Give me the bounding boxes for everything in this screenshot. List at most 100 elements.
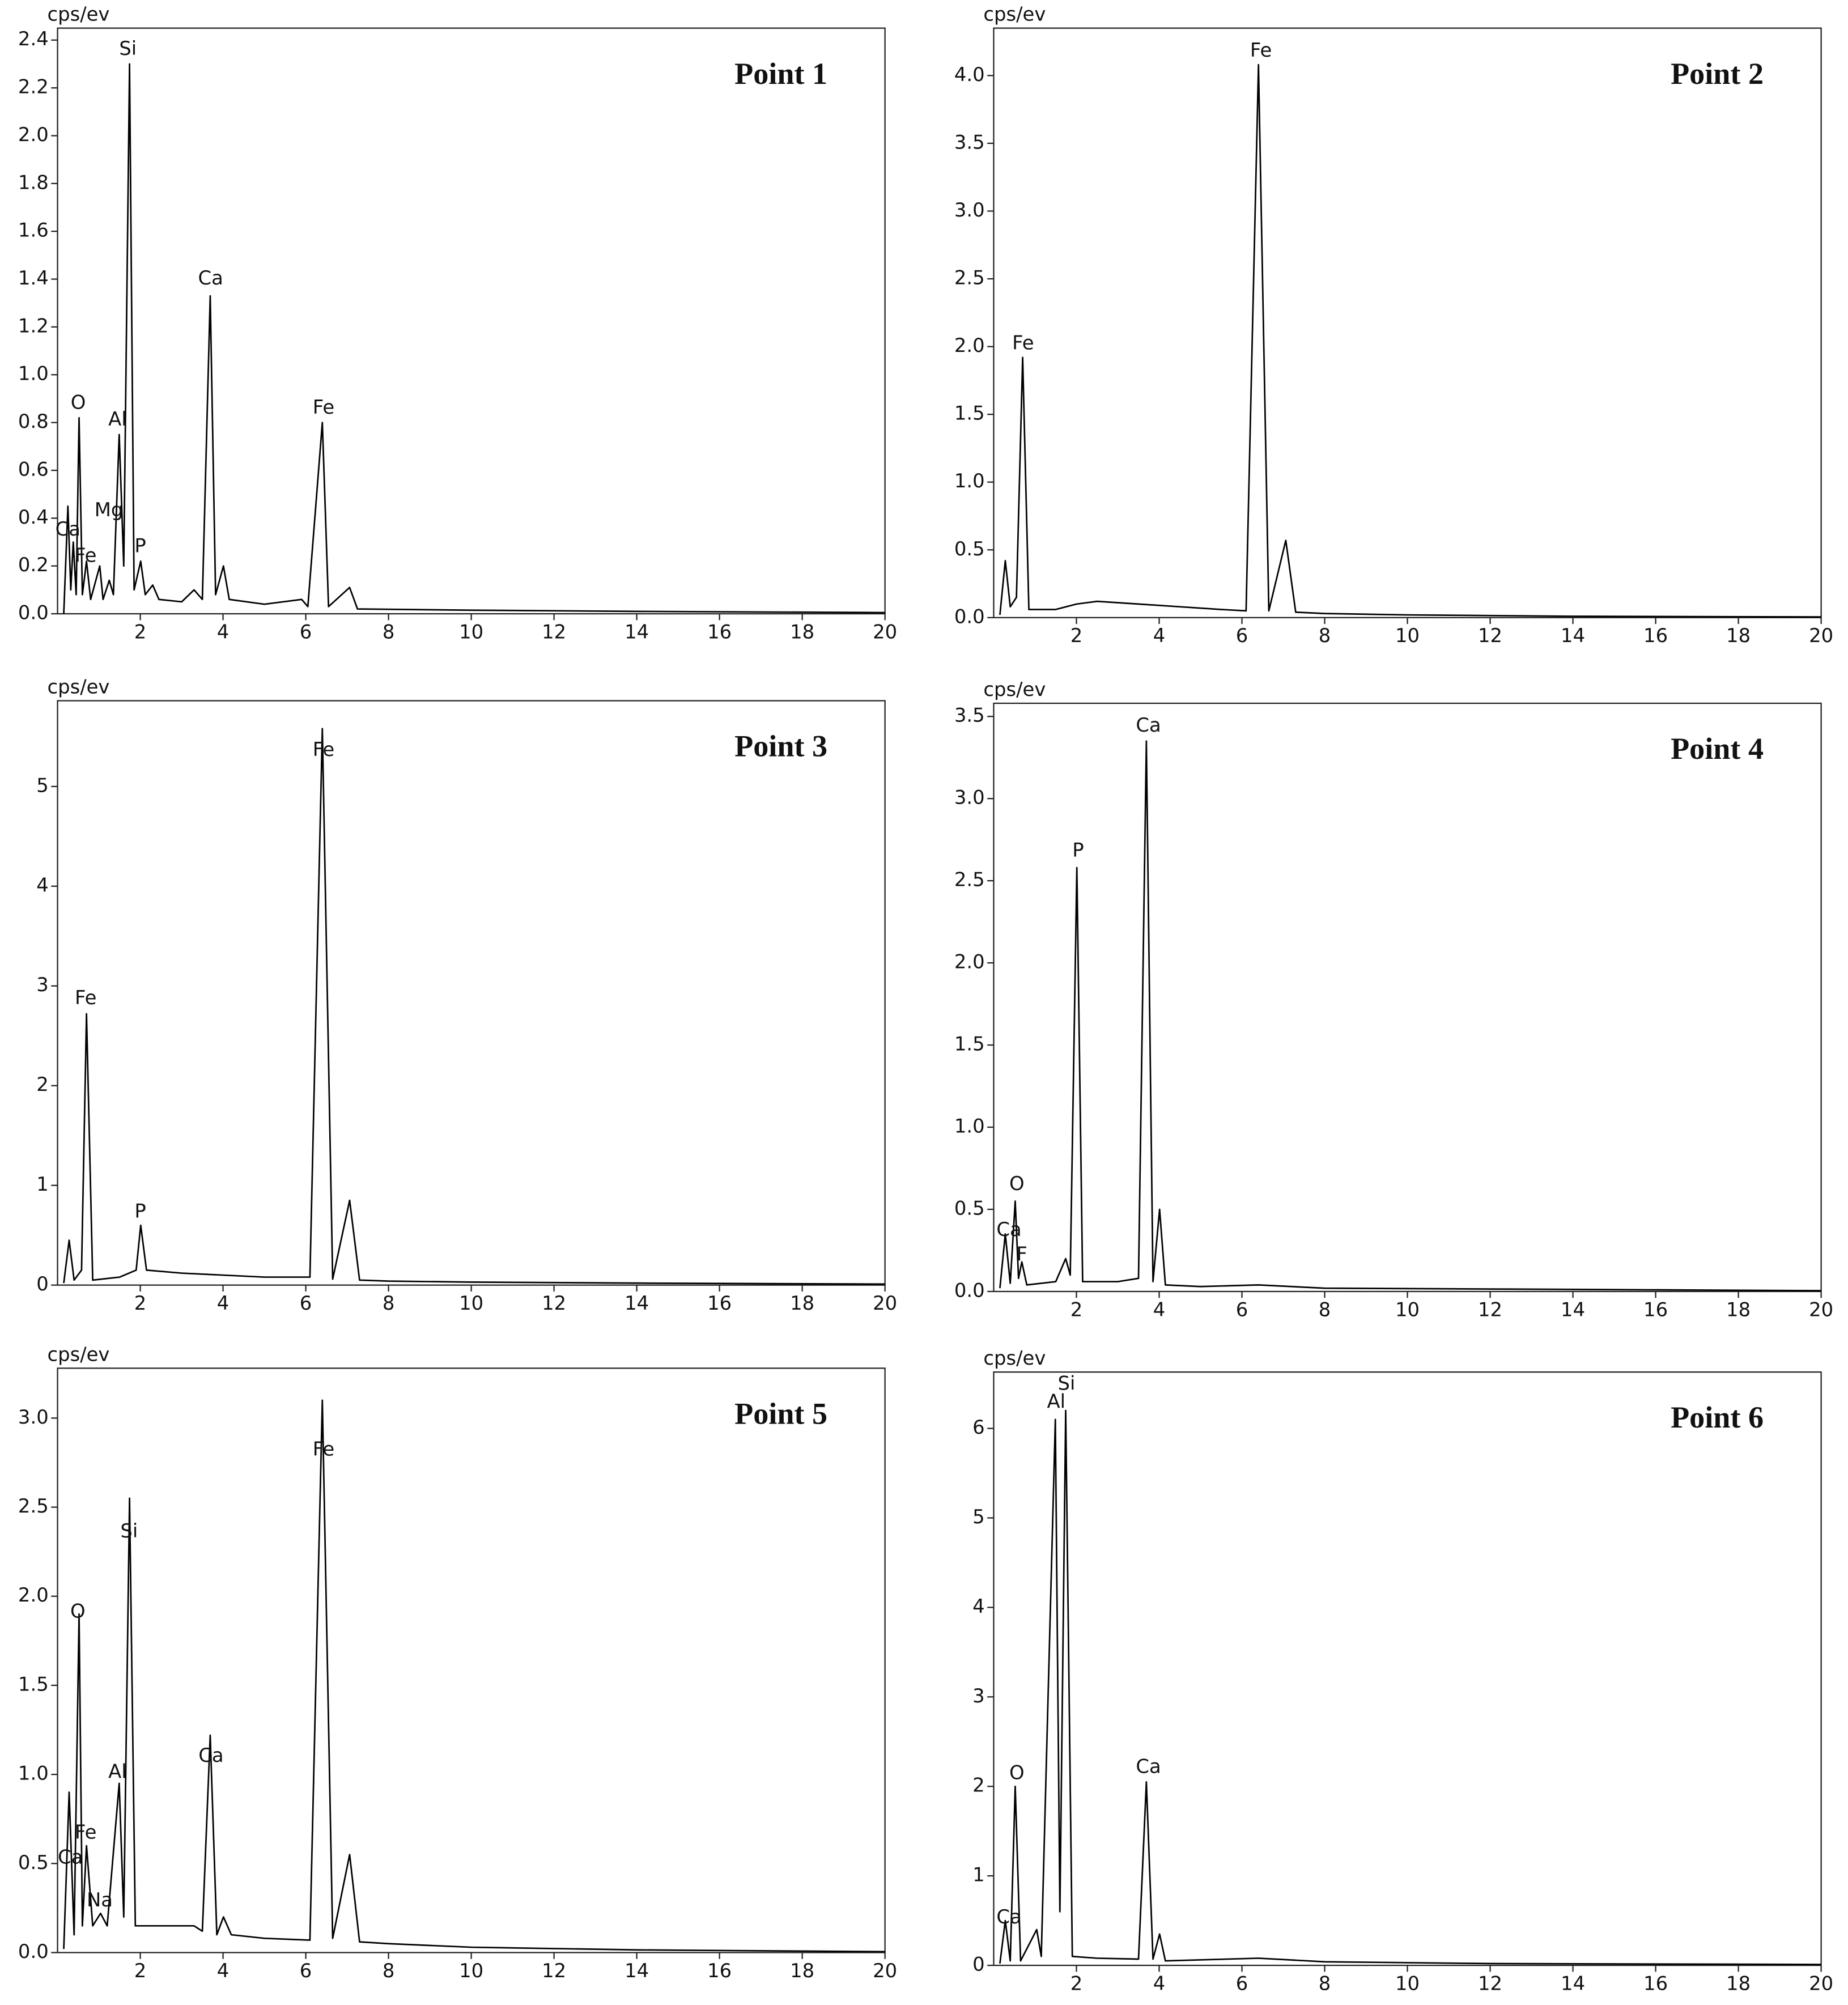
y-tick-label: 2.0 [954, 951, 985, 973]
plot-frame [57, 27, 886, 615]
y-tick-label: 2.0 [18, 1584, 49, 1606]
peak-label: O [1009, 1762, 1025, 1784]
panel-title: Point 1 [734, 57, 827, 91]
x-tick-label: 18 [790, 1292, 814, 1314]
plot-frame [57, 1367, 886, 1953]
y-tick-label: 4 [972, 1595, 985, 1617]
panel-title: Point 2 [1671, 57, 1764, 91]
peak-label: O [1009, 1173, 1025, 1195]
y-tick-label: 0.6 [18, 458, 49, 480]
y-tick-label: 2.4 [18, 28, 49, 50]
y-tick-label: 3 [972, 1685, 985, 1707]
peak-label: Ca [996, 1218, 1021, 1241]
x-tick-label: 4 [217, 1292, 230, 1314]
y-axis-label: cps/ev [47, 1343, 109, 1365]
peak-label: Fe [75, 544, 96, 566]
x-tick-label: 10 [1395, 1972, 1420, 1994]
x-tick-label: 14 [625, 621, 649, 643]
x-tick-label: 12 [1478, 1298, 1502, 1320]
y-tick-label: 0 [972, 1953, 985, 1976]
x-tick-label: 16 [1643, 625, 1668, 647]
y-tick-label: 0.0 [954, 605, 985, 627]
x-tick-label: 6 [300, 1960, 312, 1982]
y-tick-label: 2 [972, 1774, 985, 1796]
x-tick-label: 2 [134, 1292, 147, 1314]
spectrum-panel: cps/ev Point 4 2 4 6 8 10 12 14 16 18 20 0.0 0.5 1.0 1.… [954, 678, 1833, 1320]
x-tick-label: 14 [1561, 625, 1585, 647]
x-tick-label: 16 [1643, 1298, 1668, 1320]
y-tick-label: 3.0 [954, 787, 985, 809]
x-tick-label: 16 [707, 621, 732, 643]
x-tick-label: 6 [1236, 625, 1248, 647]
y-tick-label: 1.5 [954, 402, 985, 424]
y-tick-label: 3.5 [954, 704, 985, 727]
y-axis-label: cps/ev [47, 676, 109, 698]
x-tick-label: 18 [790, 621, 814, 643]
x-tick-label: 4 [1153, 1298, 1166, 1320]
x-tick-label: 6 [1236, 1972, 1248, 1994]
x-tick-label: 14 [1561, 1972, 1585, 1994]
peak-label: Si [1058, 1373, 1076, 1395]
y-tick-label: 2.5 [954, 869, 985, 891]
y-tick-label: 0.4 [18, 506, 49, 528]
y-axis-label: cps/ev [983, 1347, 1046, 1369]
x-tick-label: 10 [1395, 1298, 1420, 1320]
y-tick-label: 0.5 [18, 1851, 49, 1874]
peak-label: Na [87, 1889, 113, 1911]
y-tick-label: 1.0 [18, 363, 49, 385]
peak-label: Si [119, 37, 137, 60]
peak-label: Ca [996, 1906, 1021, 1928]
x-tick-label: 8 [1319, 625, 1331, 647]
y-tick-label: 1.0 [18, 1762, 49, 1785]
y-tick-label: 2.0 [954, 334, 985, 356]
x-tick-label: 10 [1395, 625, 1420, 647]
y-tick-label: 3.0 [18, 1406, 49, 1428]
x-tick-label: 6 [300, 621, 312, 643]
peak-label: Fe [313, 738, 334, 761]
y-tick-label: 1.2 [18, 315, 49, 337]
x-tick-label: 12 [542, 621, 566, 643]
peak-label: Fe [1250, 39, 1272, 61]
y-tick-label: 1.6 [18, 219, 49, 241]
x-tick-label: 18 [1726, 1298, 1751, 1320]
spectrum-line [999, 63, 1821, 618]
spectrum-panel: cps/ev Point 2 2 4 6 8 10 12 14 16 18 20 0.0 0.5 1.0 1.… [954, 3, 1833, 647]
y-tick-label: 1.0 [954, 470, 985, 492]
x-tick-label: 14 [1561, 1298, 1585, 1320]
peak-label: Mg [95, 499, 124, 521]
peak-label: Al [108, 408, 127, 430]
x-tick-label: 14 [625, 1292, 649, 1314]
x-tick-label: 8 [383, 1960, 395, 1982]
x-tick-label: 12 [1478, 1972, 1502, 1994]
x-tick-label: 20 [873, 1292, 897, 1314]
y-tick-label: 0.0 [954, 1279, 985, 1301]
peak-label: Fe [75, 987, 96, 1009]
y-tick-label: 5 [972, 1506, 985, 1528]
y-tick-label: 0.0 [18, 602, 49, 624]
x-tick-label: 8 [383, 1292, 395, 1314]
y-axis-label: cps/ev [983, 678, 1046, 700]
x-tick-label: 8 [1319, 1298, 1331, 1320]
panel-title: Point 4 [1671, 732, 1764, 766]
peak-label: Ca [1136, 714, 1161, 736]
peak-label: Al [108, 1760, 127, 1782]
spectrum-line [999, 1409, 1821, 1965]
x-tick-label: 2 [134, 1960, 147, 1982]
x-tick-label: 2 [1070, 1972, 1083, 1994]
x-tick-label: 20 [1809, 1972, 1833, 1994]
spectrum-line [63, 63, 885, 614]
x-tick-label: 20 [873, 1960, 897, 1982]
x-tick-label: 6 [300, 1292, 312, 1314]
x-tick-label: 14 [625, 1960, 649, 1982]
y-tick-label: 1.5 [18, 1673, 49, 1695]
y-tick-label: 2.5 [18, 1495, 49, 1517]
y-tick-label: 0.0 [18, 1940, 49, 1962]
peak-label: O [70, 1600, 86, 1622]
y-axis-label: cps/ev [983, 3, 1046, 26]
plot-frame [993, 27, 1822, 618]
x-tick-label: 12 [1478, 625, 1502, 647]
x-tick-label: 2 [134, 621, 147, 643]
x-tick-label: 20 [1809, 1298, 1833, 1320]
